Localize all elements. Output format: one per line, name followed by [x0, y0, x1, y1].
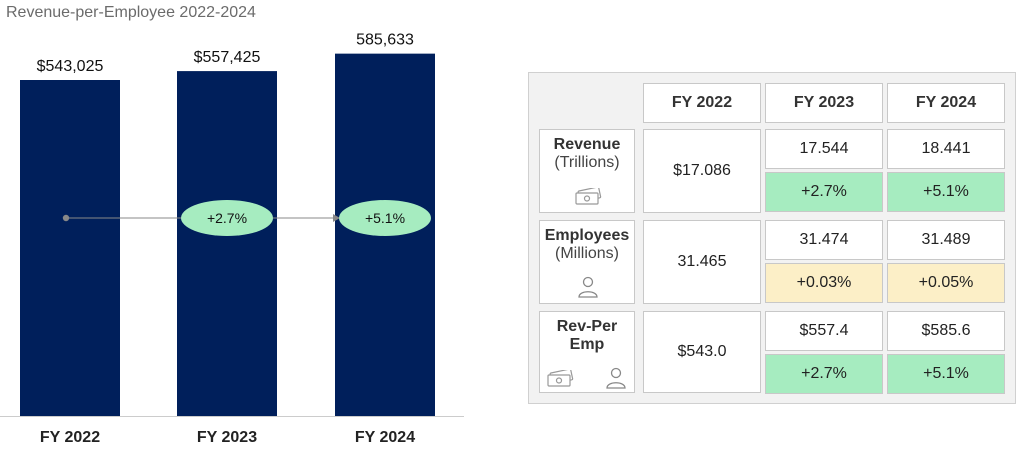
revenue-change-fy2023: +2.7% [765, 172, 883, 212]
employees-fy2022: 31.465 [643, 220, 761, 304]
employees-change-fy2024: +0.05% [887, 263, 1005, 303]
growth-bubble [181, 200, 273, 236]
growth-label: +5.1% [365, 210, 405, 226]
row-sublabel: Emp [569, 336, 605, 353]
rev-per-emp-fy2023: $557.4 [765, 311, 883, 351]
row-header-employees: Employees (Millions) [539, 220, 635, 304]
row-label: Revenue [553, 136, 621, 153]
connector-start-dot [62, 214, 70, 222]
data-label: $543,025 [37, 58, 104, 75]
row-label: Employees [544, 227, 630, 244]
column-header-fy2023: FY 2023 [765, 83, 883, 123]
x-tick-label: FY 2023 [197, 429, 257, 446]
revenue-fy2022: $17.086 [643, 129, 761, 213]
revenue-change-fy2024: +5.1% [887, 172, 1005, 212]
column-header-fy2022: FY 2022 [643, 83, 761, 123]
revenue-fy2024: 18.441 [887, 129, 1005, 169]
bar-fy-2023 [177, 71, 277, 416]
row-sublabel: (Millions) [555, 245, 619, 262]
money-icon [575, 188, 602, 205]
revenue-fy2023: 17.544 [765, 129, 883, 169]
bar-chart: $543,025 FY 2022 $557,425 FY 2023 585,633 FY … [0, 32, 464, 446]
chart-title: Revenue-per-Employee 2022-2024 [6, 4, 256, 21]
employees-fy2023: 31.474 [765, 220, 883, 260]
row-header-revenue: Revenue (Trillions) [539, 129, 635, 213]
column-header-fy2024: FY 2024 [887, 83, 1005, 123]
rev-per-emp-change-fy2024: +5.1% [887, 354, 1005, 394]
summary-table: FY 2022 FY 2023 FY 2024 Revenue (Trillio… [528, 72, 1016, 404]
growth-bubble [339, 200, 431, 236]
data-label: $557,425 [194, 49, 261, 66]
employees-fy2024: 31.489 [887, 220, 1005, 260]
connector-arrowhead [333, 214, 340, 222]
bar-fy-2022 [20, 80, 120, 416]
rev-per-emp-fy2022: $543.0 [643, 311, 761, 393]
rev-per-emp-change-fy2023: +2.7% [765, 354, 883, 394]
row-sublabel: (Trillions) [554, 154, 620, 171]
person-icon [578, 276, 598, 298]
data-label: 585,633 [356, 32, 414, 49]
row-header-rev-per-emp: Rev-Per Emp [539, 311, 635, 393]
money-icon [547, 370, 574, 387]
rev-per-emp-fy2024: $585.6 [887, 311, 1005, 351]
growth-label: +2.7% [207, 210, 247, 226]
x-tick-label: FY 2022 [40, 429, 100, 446]
person-icon [606, 367, 626, 389]
x-tick-label: FY 2024 [355, 429, 415, 446]
row-label: Rev-Per [556, 318, 618, 335]
employees-change-fy2023: +0.03% [765, 263, 883, 303]
